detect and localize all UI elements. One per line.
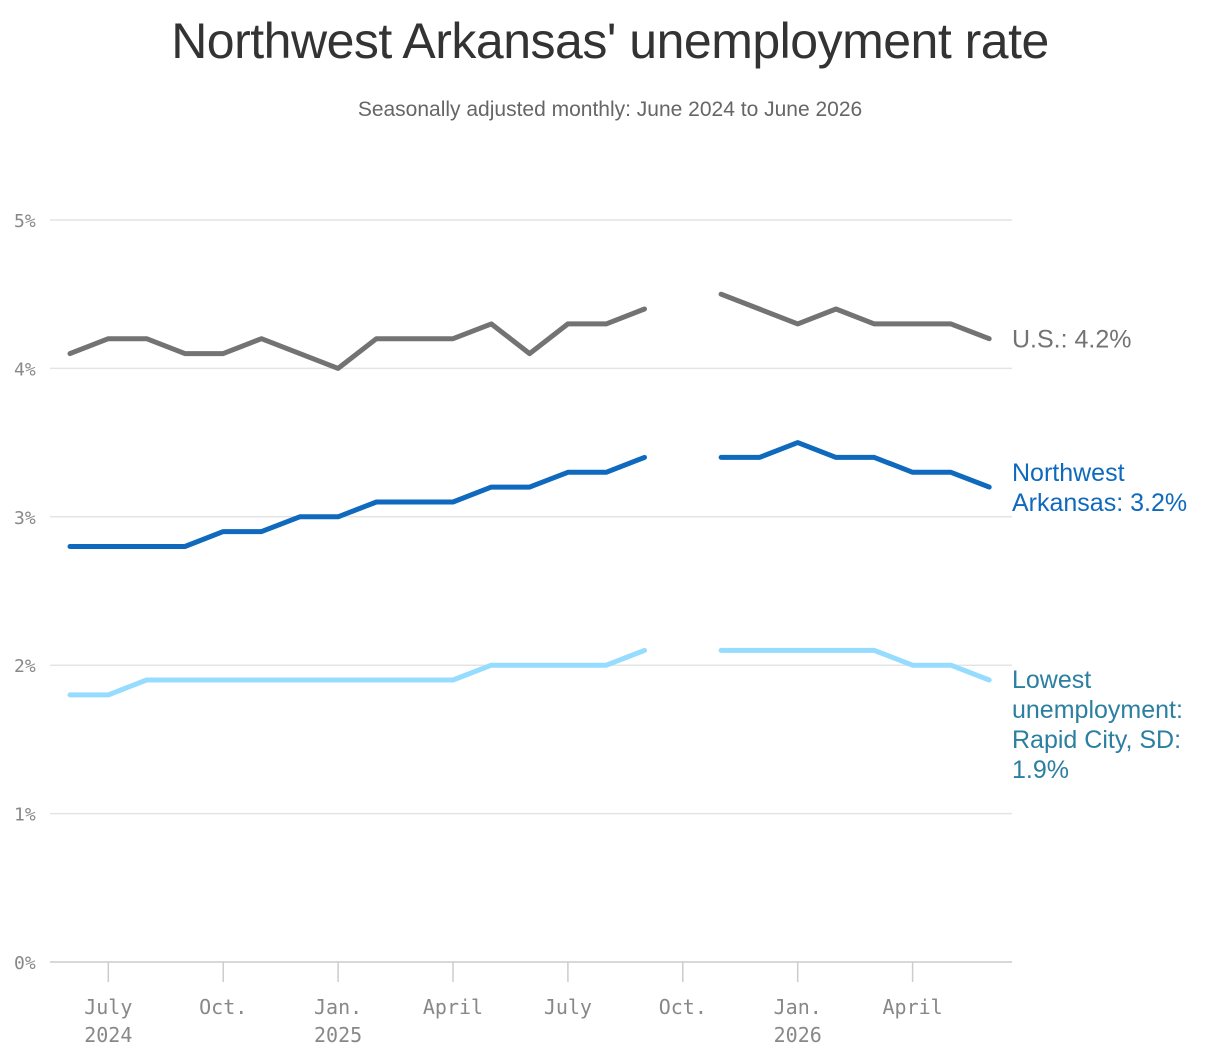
series-label-line: Arkansas: 3.2% [1012, 489, 1187, 517]
y-tick-label: 0% [14, 953, 36, 974]
x-tick-label: 2025 [314, 1023, 362, 1047]
series-label-line: unemployment: [1012, 696, 1183, 724]
y-tick-label: 2% [14, 656, 36, 677]
series-label-line: U.S.: 4.2% [1012, 326, 1132, 354]
series-line-nwa [67, 440, 992, 549]
x-tick-label: 2024 [84, 1023, 132, 1047]
series-label-line: Northwest [1012, 459, 1125, 487]
x-tick-label: Jan. [314, 995, 362, 1019]
series-label-line: Rapid City, SD: [1012, 726, 1181, 754]
series-line-us [67, 291, 992, 371]
x-tick-label: Oct. [199, 995, 247, 1019]
x-tick-label: July [544, 995, 592, 1019]
x-tick-label: 2026 [774, 1023, 822, 1047]
series-label-nwa: Northwest Arkansas: 3.2% [1012, 459, 1187, 517]
x-tick-label: July [84, 995, 132, 1019]
series-line-rapid [67, 647, 992, 698]
series-label-line: 1.9% [1012, 756, 1069, 784]
chart-subtitle: Seasonally adjusted monthly: June 2024 t… [357, 98, 863, 121]
series-label-rapid: Lowest unemployment: Rapid City, SD: 1.9% [1012, 666, 1183, 784]
y-tick-label: 1% [14, 805, 36, 826]
chart-title: Northwest Arkansas' unemployment rate [171, 13, 1049, 69]
x-tick-label: Oct. [659, 995, 707, 1019]
y-tick-label: 3% [14, 508, 36, 529]
x-tick-label: April [423, 995, 483, 1019]
y-tick-label: 4% [14, 359, 36, 380]
x-tick-label: Jan. [774, 995, 822, 1019]
series-label-line: Lowest [1012, 666, 1091, 694]
series-label-us: U.S.: 4.2% [1012, 326, 1132, 354]
y-tick-label: 5% [14, 211, 36, 232]
x-tick-label: April [882, 995, 942, 1019]
